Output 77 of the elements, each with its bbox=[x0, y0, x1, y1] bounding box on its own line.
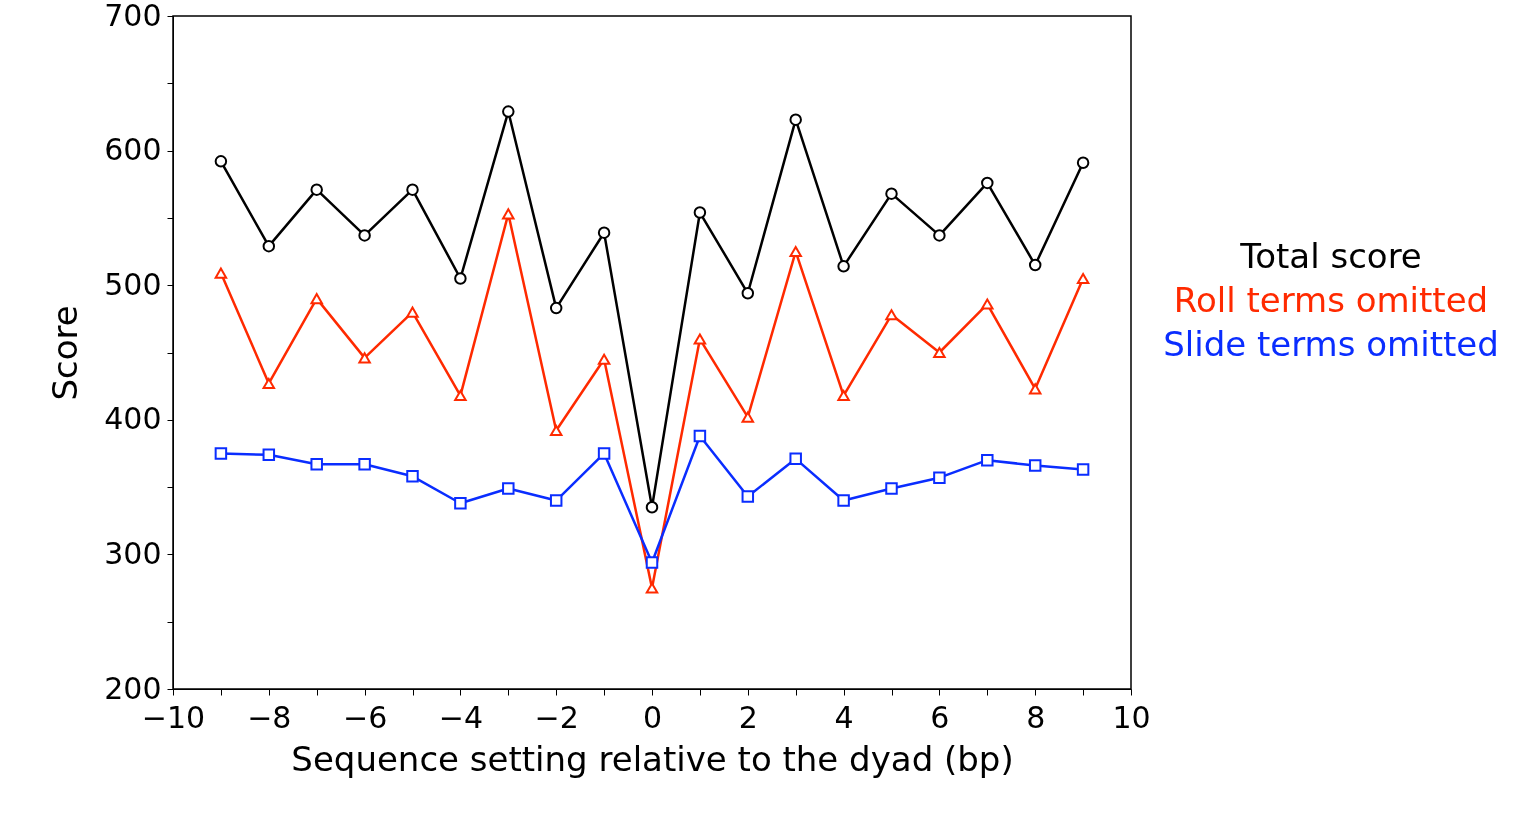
point bbox=[789, 452, 802, 466]
point bbox=[933, 471, 946, 484]
point bbox=[693, 206, 707, 219]
x-tick-label: 2 bbox=[738, 699, 758, 735]
point bbox=[597, 353, 611, 365]
point bbox=[502, 482, 515, 495]
point bbox=[693, 429, 707, 443]
point bbox=[454, 390, 467, 402]
y-tick-label: 300 bbox=[104, 535, 162, 571]
point bbox=[981, 298, 994, 310]
point bbox=[1076, 156, 1090, 169]
point bbox=[933, 346, 946, 359]
point bbox=[1028, 459, 1042, 472]
point bbox=[310, 457, 323, 471]
point bbox=[1028, 383, 1042, 395]
point bbox=[645, 556, 659, 569]
point bbox=[406, 183, 419, 196]
point bbox=[741, 490, 755, 503]
point bbox=[214, 155, 228, 168]
x-tick-label: −8 bbox=[247, 699, 292, 735]
point bbox=[885, 187, 898, 200]
point bbox=[406, 470, 419, 483]
point bbox=[837, 260, 850, 273]
point bbox=[885, 309, 898, 321]
point bbox=[789, 246, 802, 258]
point bbox=[1076, 272, 1090, 285]
x-tick-label: −2 bbox=[534, 699, 579, 735]
point bbox=[1028, 258, 1042, 272]
point bbox=[981, 176, 994, 190]
x-tick-label: 0 bbox=[642, 699, 663, 735]
point bbox=[262, 448, 276, 462]
point bbox=[406, 306, 419, 318]
point bbox=[597, 447, 611, 460]
point bbox=[358, 352, 371, 364]
y-tick-label: 500 bbox=[104, 266, 162, 302]
y-tick-label: 700 bbox=[104, 0, 162, 33]
point bbox=[502, 105, 515, 118]
point bbox=[885, 482, 898, 495]
point bbox=[262, 239, 276, 253]
point bbox=[693, 333, 707, 345]
y-axis-title: Score bbox=[45, 305, 86, 401]
point bbox=[454, 272, 467, 285]
text: Slide terms omitted bbox=[1163, 324, 1499, 365]
point bbox=[645, 582, 659, 594]
x-tick-label: 8 bbox=[1026, 699, 1046, 735]
x-tick-label: 4 bbox=[834, 699, 854, 735]
point bbox=[310, 293, 323, 305]
point bbox=[310, 183, 323, 196]
point bbox=[1076, 463, 1090, 476]
point bbox=[645, 501, 659, 514]
point bbox=[597, 226, 611, 239]
y-tick-label: 400 bbox=[104, 401, 162, 437]
point bbox=[502, 208, 515, 220]
point bbox=[214, 447, 228, 460]
point bbox=[358, 229, 371, 242]
x-axis-title: Sequence setting relative to the dyad (bp) bbox=[291, 738, 1014, 779]
point bbox=[549, 425, 563, 437]
text: Total score bbox=[1239, 236, 1422, 277]
point bbox=[789, 113, 802, 126]
point bbox=[741, 411, 755, 423]
point bbox=[741, 287, 755, 300]
y-tick-label: 600 bbox=[104, 132, 162, 168]
x-tick-label: 10 bbox=[1112, 699, 1151, 735]
point bbox=[981, 453, 994, 467]
x-tick-label: −4 bbox=[438, 699, 484, 735]
point bbox=[933, 229, 946, 242]
x-tick-label: −6 bbox=[342, 699, 388, 735]
point bbox=[549, 494, 563, 507]
point bbox=[837, 494, 850, 507]
point bbox=[214, 267, 228, 279]
point bbox=[837, 390, 850, 402]
point bbox=[454, 497, 467, 510]
point bbox=[262, 377, 276, 389]
point bbox=[358, 457, 371, 471]
x-tick-label: 6 bbox=[930, 699, 950, 735]
point bbox=[549, 301, 563, 315]
text: Roll terms omitted bbox=[1173, 280, 1489, 321]
